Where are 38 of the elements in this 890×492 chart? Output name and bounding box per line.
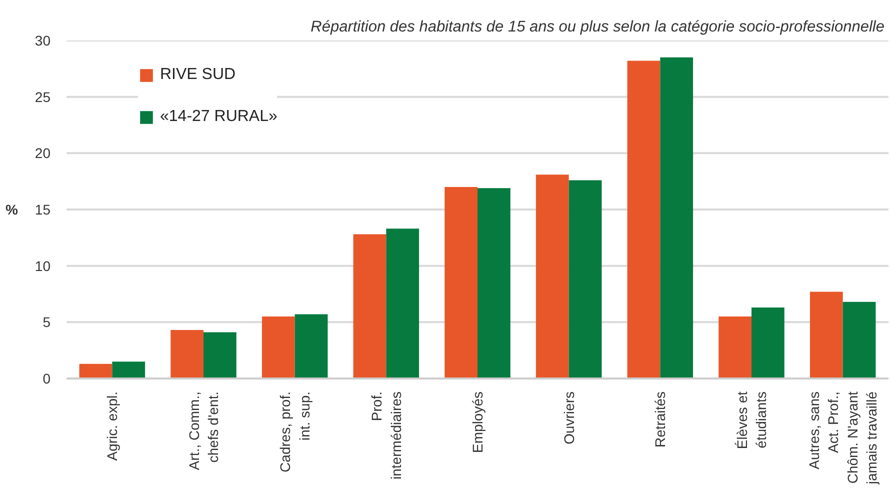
bar [718,316,752,378]
bar [262,316,295,378]
y-tick-label: 25 [34,88,51,105]
x-tick-label: Ouvriers [560,391,577,444]
y-tick-label: 15 [34,202,51,218]
y-tick-label: 10 [34,258,51,274]
bar [536,174,569,378]
bar [204,332,236,378]
chart-title: Répartition des habitants de 15 ans ou plus selon la catégorie socio-professionnelle [310,18,885,36]
bar [79,364,112,378]
bar [660,57,694,378]
x-tick-label: Cadres, prof. int. sup. [277,391,312,472]
bar [478,188,510,378]
bar [112,362,146,378]
y-axis-title: % [5,202,18,218]
bar [810,292,843,378]
x-tick-label: Élèves et étudiants [734,391,770,450]
y-tick-label: 20 [34,145,51,162]
bar [627,60,660,378]
x-tick-label: Autres, sans Act. Prof., Chôm. N'ayant jamais travaillé [806,391,880,486]
y-tick-label: 0 [42,370,51,386]
bar [752,308,784,378]
y-tick-label: 30 [34,32,51,48]
x-tick-label: Art., Comm., chefs d'ent. [186,391,222,470]
y-tick-label: 5 [42,314,51,330]
bar [353,234,386,378]
bar [444,186,478,378]
bar [568,180,602,378]
legend-label: RIVE SUD [160,66,236,84]
x-tick-label: Prof. intermédiaires [368,391,404,480]
x-tick-label: Employés [470,392,486,453]
bar [386,228,420,378]
bar [294,314,328,378]
legend-label: «14-27 RURAL» [160,108,278,126]
x-tick-label: Agric. expl. [104,392,120,461]
bar [842,302,876,378]
bar [170,330,204,378]
x-tick-label: Retraités [652,391,668,448]
